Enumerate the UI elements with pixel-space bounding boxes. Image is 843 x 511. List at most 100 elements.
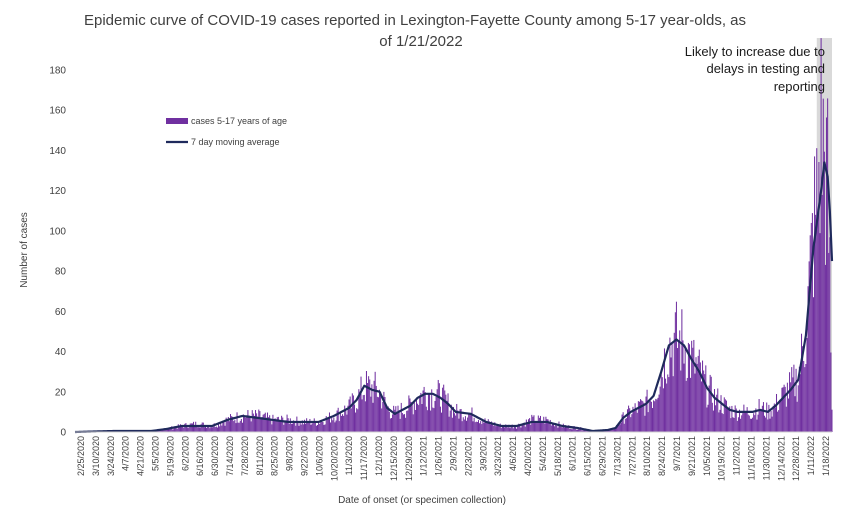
case-bar (296, 416, 298, 432)
case-bar (355, 412, 357, 432)
case-bar (734, 405, 736, 432)
case-bar (707, 404, 709, 432)
case-bar (482, 421, 484, 432)
case-bar (644, 415, 646, 432)
case-bar (272, 414, 274, 432)
case-bar (196, 426, 198, 432)
y-tick-label: 0 (60, 428, 66, 439)
case-bar (314, 421, 316, 432)
case-bar (497, 425, 499, 432)
case-bar (536, 421, 538, 432)
x-tick-label: 4/20/2021 (523, 436, 533, 476)
x-tick-label: 5/19/2020 (165, 436, 175, 476)
case-bar (761, 405, 763, 432)
x-tick-label: 12/28/2021 (791, 436, 801, 481)
case-bar (746, 407, 748, 432)
case-bar (686, 377, 688, 432)
case-bar (716, 394, 718, 432)
case-bar (232, 416, 234, 432)
case-bar (310, 424, 312, 432)
case-bar (273, 419, 275, 432)
case-bar (377, 397, 379, 432)
case-bar (680, 370, 682, 432)
case-bar (778, 410, 780, 432)
case-bar (617, 426, 619, 432)
case-bar (249, 417, 251, 432)
case-bar (628, 405, 630, 432)
case-bar (430, 410, 432, 432)
y-tick-label: 40 (55, 347, 67, 358)
case-bar (240, 418, 242, 432)
case-bar (164, 429, 166, 432)
case-bar (691, 340, 693, 432)
case-bar (551, 422, 553, 432)
case-bar (640, 399, 642, 432)
case-bar (798, 366, 800, 432)
case-bar (820, 38, 822, 432)
case-bar (749, 418, 751, 432)
case-bar (829, 237, 831, 432)
case-bar (750, 418, 752, 432)
case-bar (372, 402, 374, 432)
case-bar (423, 386, 425, 432)
case-bar (566, 425, 568, 432)
case-bar (381, 408, 383, 432)
case-bar (380, 391, 382, 432)
case-bar (201, 422, 203, 432)
case-bar (724, 399, 726, 432)
case-bar (214, 427, 216, 432)
case-bar (681, 309, 683, 432)
case-bar (771, 416, 773, 432)
legend-line-label: 7 day moving average (191, 137, 280, 147)
case-bar (649, 400, 651, 432)
case-bar (760, 410, 762, 432)
x-tick-label: 7/13/2021 (612, 436, 622, 476)
case-bar (404, 414, 406, 432)
case-bar (809, 235, 811, 432)
case-bar (407, 410, 409, 432)
case-bar (358, 389, 360, 432)
case-bar (626, 409, 629, 432)
case-bar (659, 386, 661, 432)
case-bar (388, 411, 390, 432)
case-bar (300, 424, 302, 432)
case-bar (269, 415, 271, 432)
case-bar (578, 429, 580, 432)
case-bar (735, 408, 737, 432)
case-bar (163, 429, 165, 432)
case-bar (718, 412, 720, 432)
case-bar (229, 414, 232, 432)
x-tick-label: 5/5/2020 (151, 436, 161, 471)
case-bar (611, 429, 613, 432)
case-bar (443, 384, 445, 432)
case-bar (479, 423, 481, 432)
case-bar (322, 422, 324, 432)
case-bar (824, 264, 826, 432)
case-bar (244, 416, 246, 432)
case-bar (653, 400, 655, 432)
x-tick-label: 1/11/2022 (806, 436, 816, 475)
case-bar (253, 415, 255, 432)
case-bar (806, 338, 808, 432)
x-tick-label: 9/8/2020 (285, 436, 295, 471)
case-bar (353, 404, 356, 432)
case-bar (702, 360, 704, 432)
case-bar (293, 420, 295, 432)
case-bar (695, 357, 697, 432)
case-bar (402, 414, 404, 432)
case-bar (323, 424, 325, 432)
case-bar (571, 429, 573, 432)
case-bar (558, 421, 560, 432)
case-bar (344, 405, 346, 432)
case-bar (376, 396, 378, 432)
case-bar (554, 426, 556, 432)
x-tick-label: 11/2/2021 (732, 436, 742, 475)
case-bar (166, 429, 168, 432)
case-bar (473, 417, 475, 432)
case-bar (218, 422, 220, 432)
case-bar (237, 422, 239, 432)
case-bar (709, 374, 711, 432)
case-bar (442, 387, 444, 432)
case-bar (523, 422, 525, 432)
case-bar (335, 420, 337, 432)
